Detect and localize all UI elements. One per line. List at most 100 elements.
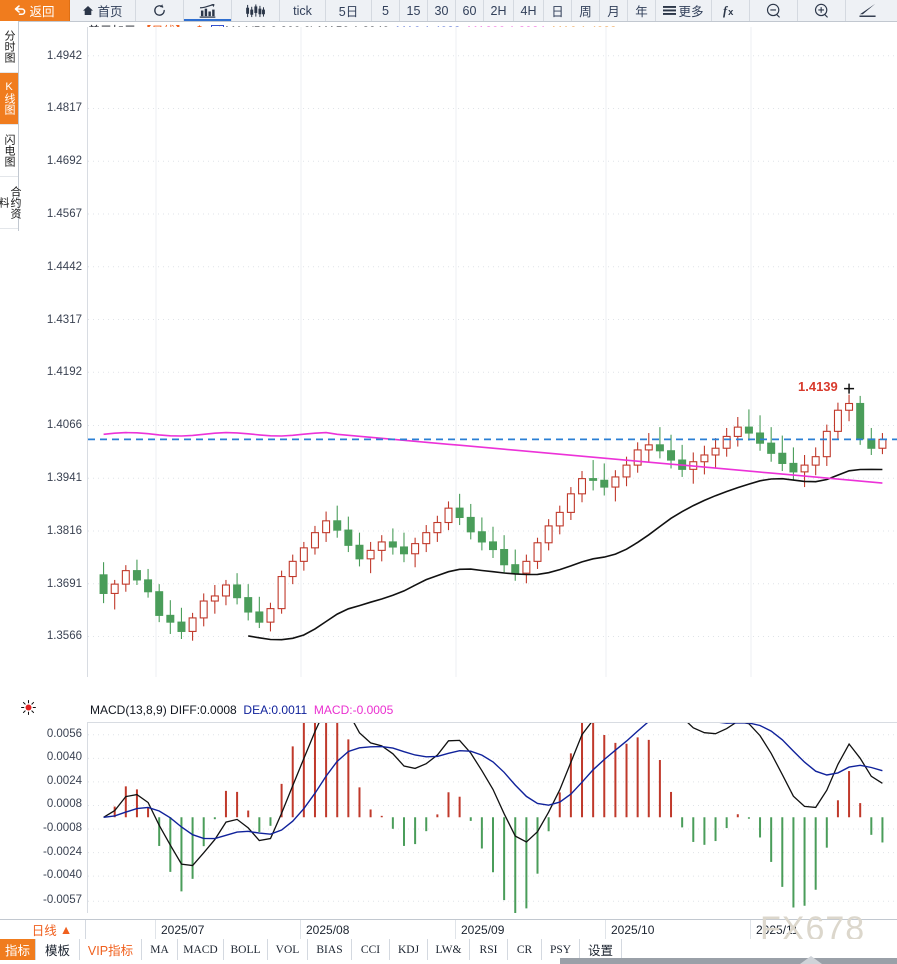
draw-button[interactable] [846, 0, 890, 21]
price-chart-svg [88, 27, 897, 677]
indicator-button-[interactable]: 模板 [36, 939, 80, 960]
tick-label: tick [293, 3, 312, 18]
tab-tf-5[interactable]: 5 [372, 0, 400, 21]
date-label-3: 2025/10 [611, 922, 655, 937]
price-tick-label: 1.4817 [46, 102, 82, 115]
tf-label-5: 5 [382, 3, 389, 18]
back-arrow-icon [15, 5, 26, 15]
sidebar-label-timeshare: 分时图 [3, 29, 15, 63]
zoom-out-icon [766, 3, 780, 18]
indicator-button-kdj[interactable]: KDJ [390, 939, 428, 960]
price-tick-label: 1.4567 [46, 207, 82, 220]
tab-tf-4h[interactable]: 4H [514, 0, 544, 21]
price-tick-label: 1.3691 [46, 577, 82, 590]
date-label-4: 2025/11 [756, 922, 799, 937]
zoom-out-button[interactable] [750, 0, 798, 21]
sidebar-label-kline: K线图 [3, 81, 15, 115]
indicator-label: BIAS [316, 943, 343, 956]
tf-label-15: 15 [406, 3, 421, 18]
price-tick-label: 1.4066 [46, 419, 82, 432]
left-sidebar: 分时图 K线图 闪电图 合约资料 [0, 21, 21, 231]
macd-diff-line [103, 723, 883, 867]
date-tick-4: 2025/11 [750, 920, 897, 939]
tf-label-2h: 2H [490, 3, 507, 18]
five-day-label: 5日 [338, 5, 359, 19]
indicator-button-ma[interactable]: MA [142, 939, 178, 960]
date-tick-3: 2025/10 [605, 920, 750, 939]
home-icon [83, 6, 94, 15]
sidebar-label-lightning: 闪电图 [3, 133, 15, 167]
indicator-label: CR [516, 943, 533, 956]
price-chart-plot[interactable] [87, 27, 897, 677]
peak-price-label: 1.4139 [798, 379, 838, 394]
tab-tf-15[interactable]: 15 [400, 0, 428, 21]
svg-text:f: f [723, 4, 729, 18]
macd-title: MACD(13,8,9) [90, 703, 167, 717]
tab-five-day[interactable]: 5日 [326, 0, 372, 21]
indicator-button-cr[interactable]: CR [508, 939, 542, 960]
macd-chart-plot[interactable] [87, 722, 897, 913]
ma200-line [103, 431, 883, 484]
more-button[interactable]: 更多 [656, 0, 712, 21]
indicator-button-rsi[interactable]: RSI [470, 939, 508, 960]
indicator-button-lw[interactable]: LW& [428, 939, 470, 960]
scroll-up-arrow-icon[interactable] [800, 956, 822, 964]
indicator-button-vip[interactable]: VIP指标 [80, 939, 142, 960]
indicator-label: VIP指标 [87, 944, 134, 958]
tf-label-4h: 4H [520, 3, 537, 18]
horizontal-scrollbar[interactable] [560, 958, 897, 964]
date-label-1: 2025/08 [306, 922, 350, 937]
pen-icon [859, 3, 876, 17]
hamburger-icon [663, 6, 677, 15]
indicator-button-macd[interactable]: MACD [178, 939, 224, 960]
tab-tf-30[interactable]: 30 [428, 0, 456, 21]
indicator-label: LW& [435, 943, 462, 956]
tab-tick[interactable]: tick [280, 0, 326, 21]
macd-chart-svg [88, 723, 897, 913]
indicator-label: MACD [183, 943, 218, 956]
sidebar-item-contract-info[interactable]: 合约资料 [0, 177, 21, 229]
fx-icon: f x [723, 4, 734, 18]
sidebar-item-kline[interactable]: K线图 [0, 73, 18, 125]
sidebar-item-timeshare[interactable]: 分时图 [0, 21, 18, 73]
barchart-button[interactable] [184, 0, 232, 21]
indicator-button-[interactable]: 指标 [0, 939, 36, 960]
indicator-button-psy[interactable]: PSY [542, 939, 580, 960]
indicator-button-bias[interactable]: BIAS [308, 939, 352, 960]
zoom-in-button[interactable] [798, 0, 846, 21]
tf-label-year: 年 [635, 5, 648, 19]
fx-button[interactable]: f x [712, 0, 750, 21]
indicator-label: MA [150, 943, 169, 956]
tab-tf-year[interactable]: 年 [628, 0, 656, 21]
back-button[interactable]: 返回 [0, 0, 70, 21]
tab-tf-day[interactable]: 日 [544, 0, 572, 21]
price-tick-label: 1.3816 [46, 524, 82, 537]
back-label: 返回 [29, 5, 55, 19]
refresh-button[interactable] [136, 0, 184, 21]
period-selector[interactable]: 日线 ▲ [19, 920, 86, 939]
tab-tf-month[interactable]: 月 [600, 0, 628, 21]
indicator-button-cci[interactable]: CCI [352, 939, 390, 960]
candlestick-button[interactable] [232, 0, 280, 21]
tab-tf-2h[interactable]: 2H [484, 0, 514, 21]
indicator-label: KDJ [397, 943, 420, 956]
macd-tick-label: -0.0024 [42, 845, 82, 858]
sidebar-item-lightning[interactable]: 闪电图 [0, 125, 18, 177]
date-tick-2: 2025/09 [455, 920, 605, 939]
candlestick-icon [246, 3, 265, 17]
sun-settings-icon[interactable] [21, 700, 36, 715]
tf-label-month: 月 [607, 5, 620, 19]
macd-gridlines [88, 734, 897, 902]
more-label: 更多 [678, 5, 704, 19]
home-button[interactable]: 首页 [70, 0, 136, 21]
tf-label-week: 周 [579, 5, 592, 19]
tab-tf-60[interactable]: 60 [456, 0, 484, 21]
indicator-label: RSI [479, 943, 498, 956]
indicator-button-boll[interactable]: BOLL [224, 939, 268, 960]
indicator-label: 指标 [4, 944, 30, 958]
tab-tf-week[interactable]: 周 [572, 0, 600, 21]
indicator-label: 设置 [587, 944, 613, 958]
indicator-button-vol[interactable]: VOL [268, 939, 308, 960]
indicator-button-[interactable]: 设置 [580, 939, 622, 960]
